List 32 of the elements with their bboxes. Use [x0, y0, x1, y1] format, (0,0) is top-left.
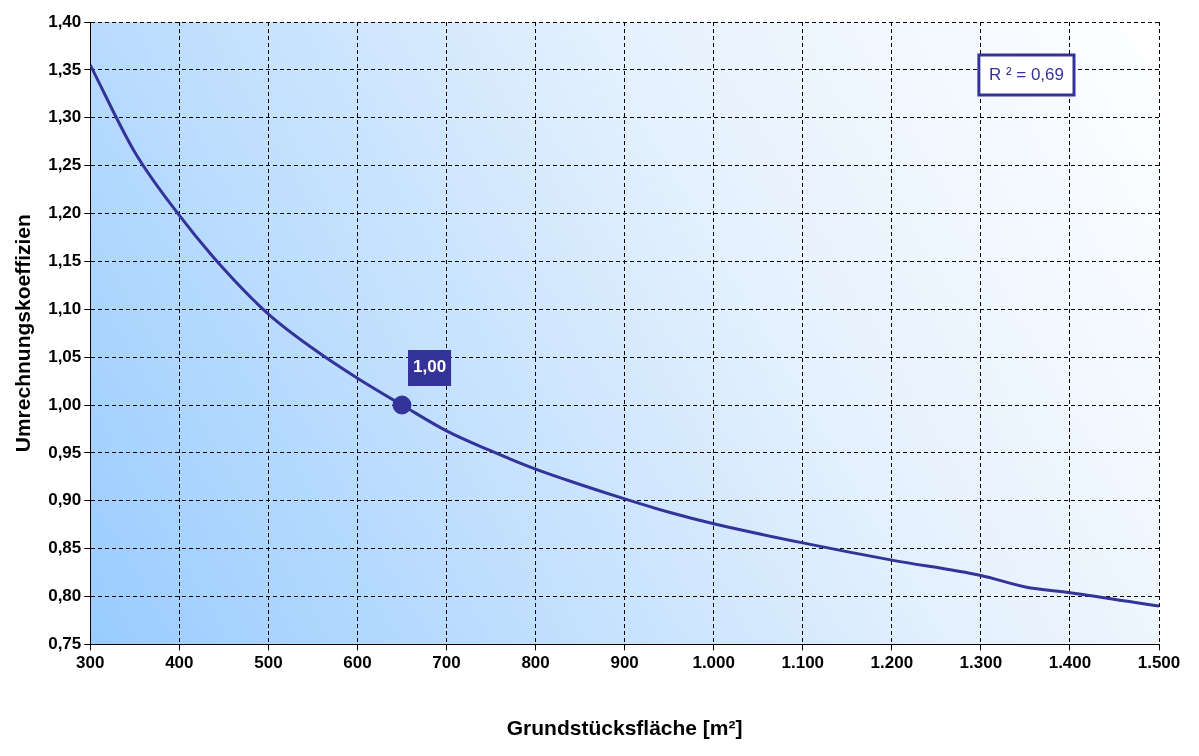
- x-tick-label: 800: [521, 653, 550, 673]
- y-tick-label: 1,40: [48, 11, 82, 31]
- x-axis-title: Grundstücksfläche [m²]: [506, 716, 743, 740]
- annotation: R ² = 0,69: [988, 64, 1064, 84]
- y-tick-label: 1,35: [48, 59, 82, 79]
- y-tick-label: 1,30: [48, 107, 82, 127]
- x-tick-label: 1.400: [1048, 653, 1092, 673]
- x-tick-label: 1.100: [781, 653, 825, 673]
- y-tick-label: 1,20: [48, 203, 82, 223]
- line-series: [90, 63, 1159, 608]
- y-tick-label: 0,75: [48, 634, 82, 654]
- y-tick-label: 1,10: [48, 298, 82, 318]
- x-tick-label: 900: [610, 653, 639, 673]
- y-tick-label: 1,25: [48, 155, 82, 175]
- y-tick-label: 0,85: [48, 538, 82, 558]
- x-tick-label: 500: [254, 653, 283, 673]
- x-tick-label: 1.200: [870, 653, 914, 673]
- y-tick-label: 1,15: [48, 251, 82, 271]
- x-tick-label: 700: [432, 653, 461, 673]
- data-label: 1,00: [412, 356, 447, 376]
- y-tick-label: 0,95: [48, 442, 82, 462]
- y-tick-label: 1,00: [48, 394, 82, 414]
- y-axis-title: Umrechnungskoeffizien: [11, 214, 35, 453]
- y-tick-label: 1,05: [48, 346, 82, 366]
- x-tick-label: 400: [165, 653, 194, 673]
- x-tick-label: 1.300: [959, 653, 1003, 673]
- y-tick-label: 0,90: [48, 490, 82, 510]
- x-tick-label: 1.000: [692, 653, 735, 673]
- x-tick-label: 1.500: [1137, 653, 1181, 673]
- x-tick-label: 300: [76, 653, 105, 673]
- x-tick-label: 600: [343, 653, 372, 673]
- y-tick-label: 0,80: [48, 586, 82, 606]
